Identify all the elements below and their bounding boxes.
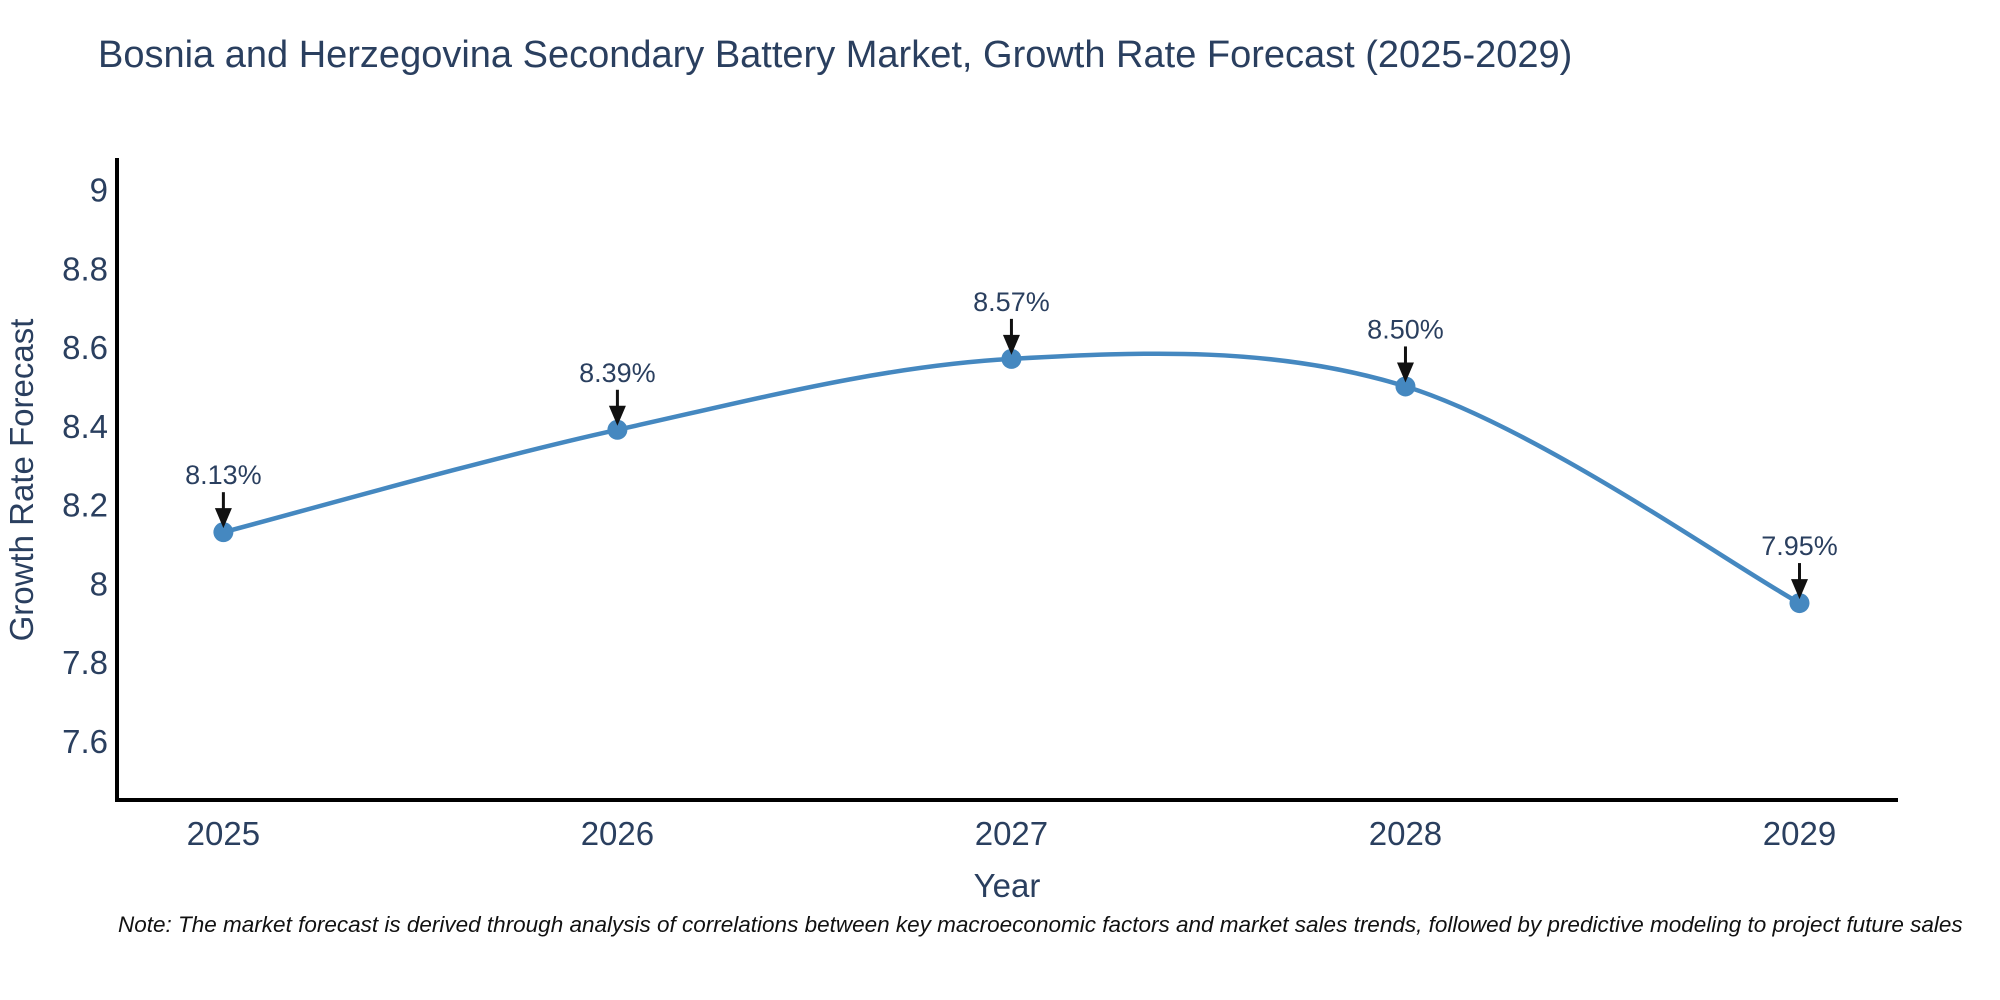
x-tick-label: 2025 [187, 815, 260, 852]
data-point-label: 8.50% [1367, 314, 1444, 344]
data-point-label: 8.39% [579, 358, 656, 388]
y-tick-label: 8.6 [62, 329, 108, 366]
footnote: Note: The market forecast is derived thr… [118, 912, 1963, 937]
data-point-marker [1001, 348, 1022, 369]
y-tick-label: 8.8 [62, 250, 108, 287]
data-point-marker [607, 419, 628, 440]
x-tick-label: 2027 [975, 815, 1048, 852]
data-series [213, 348, 1810, 614]
data-point-label: 8.57% [973, 287, 1050, 317]
y-tick-label: 7.6 [62, 723, 108, 760]
x-tick-label: 2028 [1369, 815, 1442, 852]
y-tick-label: 8.2 [62, 487, 108, 524]
x-tick-label: 2029 [1763, 815, 1836, 852]
data-annotations: 8.13% 8.39% 8.57% 8.50% 7.95% [185, 287, 1838, 600]
y-axis-tick-labels: 7.6 7.8 8 8.2 8.4 8.6 8.8 9 [62, 172, 108, 760]
data-point-label: 8.13% [185, 460, 262, 490]
y-tick-label: 8.4 [62, 408, 108, 445]
y-tick-label: 9 [90, 172, 108, 209]
y-axis-title: Growth Rate Forecast [3, 319, 40, 642]
y-tick-label: 8 [90, 565, 108, 602]
annotation-arrowhead [1396, 362, 1414, 383]
data-point-marker [213, 522, 234, 543]
growth-line [221, 351, 1802, 606]
annotation-arrowhead [1002, 334, 1020, 355]
data-point-marker [1395, 376, 1416, 397]
x-axis-title: Year [974, 867, 1041, 904]
y-tick-label: 7.8 [62, 644, 108, 681]
axes [115, 158, 1898, 802]
chart-title: Bosnia and Herzegovina Secondary Battery… [98, 34, 1573, 76]
data-point-label: 7.95% [1761, 531, 1838, 561]
x-axis-tick-labels: 2025 2026 2027 2028 2029 [187, 815, 1837, 852]
annotation-arrowhead [214, 508, 232, 529]
annotation-arrowhead [608, 405, 626, 426]
x-tick-label: 2026 [581, 815, 654, 852]
data-point-marker [1789, 593, 1810, 614]
annotation-arrowhead [1790, 579, 1808, 600]
